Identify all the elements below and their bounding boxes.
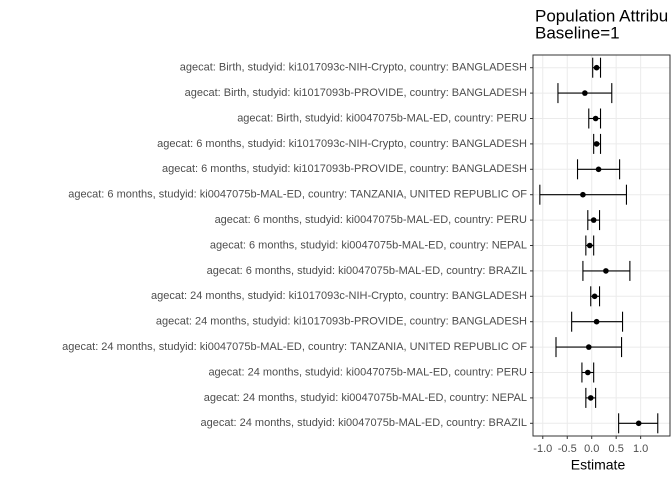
y-tick-label: agecat: 24 months, studyid: ki0047075b-M… — [208, 366, 527, 378]
y-tick-label: agecat: 24 months, studyid: ki0047075b-M… — [62, 341, 527, 353]
x-axis-label: Estimate — [571, 457, 626, 473]
point — [592, 115, 599, 122]
point — [603, 268, 609, 274]
y-tick-label: agecat: 6 months, studyid: ki0047075b-MA… — [210, 239, 527, 251]
y-tick-label: agecat: Birth, studyid: ki0047075b-MAL-E… — [237, 112, 527, 124]
y-tick-label: agecat: 6 months, studyid: ki1017093c-NI… — [157, 138, 527, 150]
y-tick-label: agecat: 24 months, studyid: ki1017093c-N… — [151, 290, 527, 302]
point — [591, 293, 598, 300]
y-tick-label: agecat: Birth, studyid: ki1017093b-PROVI… — [185, 87, 527, 99]
x-tick-label: -0.5 — [558, 443, 577, 455]
y-tick-label: agecat: 6 months, studyid: ki0047075b-MA… — [215, 214, 527, 226]
point — [582, 90, 588, 96]
point — [635, 420, 642, 427]
x-tick-label: -1.0 — [533, 443, 552, 455]
point — [585, 369, 591, 376]
point — [593, 318, 600, 325]
point — [595, 166, 602, 173]
x-tick-label: 0.0 — [584, 443, 599, 455]
chart-title: Baseline=1 — [535, 23, 620, 42]
x-tick-label: 0.5 — [609, 443, 624, 455]
point — [590, 217, 597, 223]
y-tick-label: agecat: 6 months, studyid: ki1017093b-PR… — [162, 163, 527, 175]
point — [586, 242, 593, 249]
y-tick-label: agecat: 24 months, studyid: ki1017093b-P… — [156, 316, 527, 328]
chart-title: Population Attribu — [535, 6, 668, 25]
y-tick-label: agecat: 24 months, studyid: ki0047075b-M… — [201, 417, 528, 429]
y-tick-label: agecat: 6 months, studyid: ki0047075b-MA… — [68, 189, 527, 201]
point — [593, 141, 600, 147]
point — [593, 64, 600, 71]
x-tick-label: 1.0 — [633, 443, 648, 455]
y-tick-label: agecat: Birth, studyid: ki1017093c-NIH-C… — [180, 62, 527, 74]
y-tick-label: agecat: 6 months, studyid: ki0047075b-MA… — [207, 265, 527, 277]
point — [587, 395, 594, 401]
y-tick-label: agecat: 24 months, studyid: ki0047075b-M… — [204, 392, 527, 404]
point — [585, 344, 592, 350]
point — [580, 191, 586, 198]
